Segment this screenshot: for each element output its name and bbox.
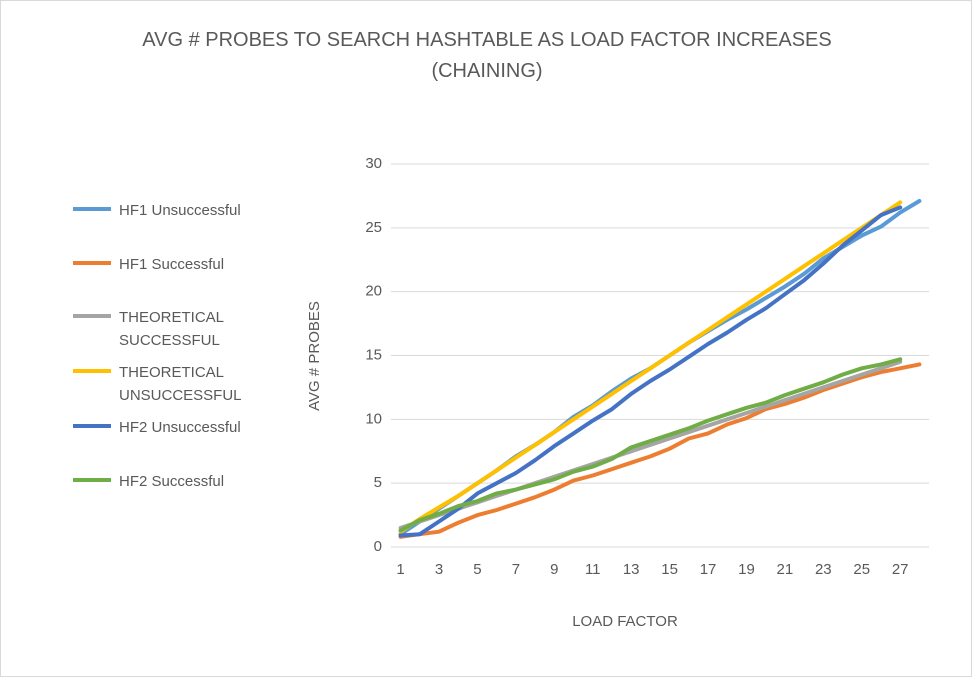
x-tick-label: 21 [777, 561, 794, 578]
y-tick-label: 15 [365, 346, 382, 363]
legend-label: HF1 Unsuccessful [119, 202, 241, 219]
legend-item: THEORETICAL SUCCESSFUL [73, 306, 263, 352]
legend-swatch [73, 424, 111, 428]
x-tick-label: 9 [550, 561, 558, 578]
x-tick-label: 27 [892, 561, 909, 578]
x-axis-label: LOAD FACTOR [572, 613, 678, 630]
series-line [398, 200, 903, 534]
x-tick-label: 1 [396, 561, 404, 578]
legend-swatch [73, 369, 111, 373]
y-tick-label: 25 [365, 219, 382, 236]
y-tick-label: 5 [374, 474, 382, 491]
x-tick-label: 7 [512, 561, 520, 578]
legend-item: HF1 Successful [73, 253, 263, 276]
legend-label: HF2 Unsuccessful [119, 419, 241, 436]
legend-swatch [73, 207, 111, 211]
y-axis-label: AVG # PROBES [306, 301, 323, 411]
legend-label: HF1 Successful [119, 256, 225, 273]
x-tick-label: 5 [473, 561, 481, 578]
legend-item: HF1 Unsuccessful [73, 199, 263, 222]
y-tick-label: 20 [365, 283, 382, 300]
y-tick-label: 0 [374, 538, 382, 555]
series-line [398, 357, 903, 533]
x-tick-label: 15 [661, 561, 678, 578]
legend-label: HF2 Successful [119, 473, 225, 490]
legend-label: THEORETICAL UNSUCCESSFUL [119, 364, 242, 404]
y-tick-label: 10 [365, 410, 382, 427]
x-tick-label: 13 [623, 561, 640, 578]
chart-title: AVG # PROBES TO SEARCH HASHTABLE AS LOAD… [142, 29, 832, 82]
legend-swatch [73, 478, 111, 482]
legend-item: THEORETICAL UNSUCCESSFUL [73, 361, 263, 407]
legend-item: HF2 Unsuccessful [73, 416, 263, 439]
legend-swatch [73, 314, 111, 318]
series-line [398, 205, 903, 538]
legend-swatch [73, 261, 111, 265]
x-tick-label: 11 [585, 561, 601, 578]
x-tick-label: 23 [815, 561, 832, 578]
x-tick-label: 25 [853, 561, 870, 578]
x-tick-label: 3 [435, 561, 443, 578]
y-tick-label: 30 [365, 155, 382, 172]
x-tick-label: 17 [700, 561, 717, 578]
x-tick-label: 19 [738, 561, 755, 578]
legend-label: THEORETICAL SUCCESSFUL [119, 309, 224, 349]
legend-item: HF2 Successful [73, 470, 263, 493]
series-line [398, 362, 922, 539]
